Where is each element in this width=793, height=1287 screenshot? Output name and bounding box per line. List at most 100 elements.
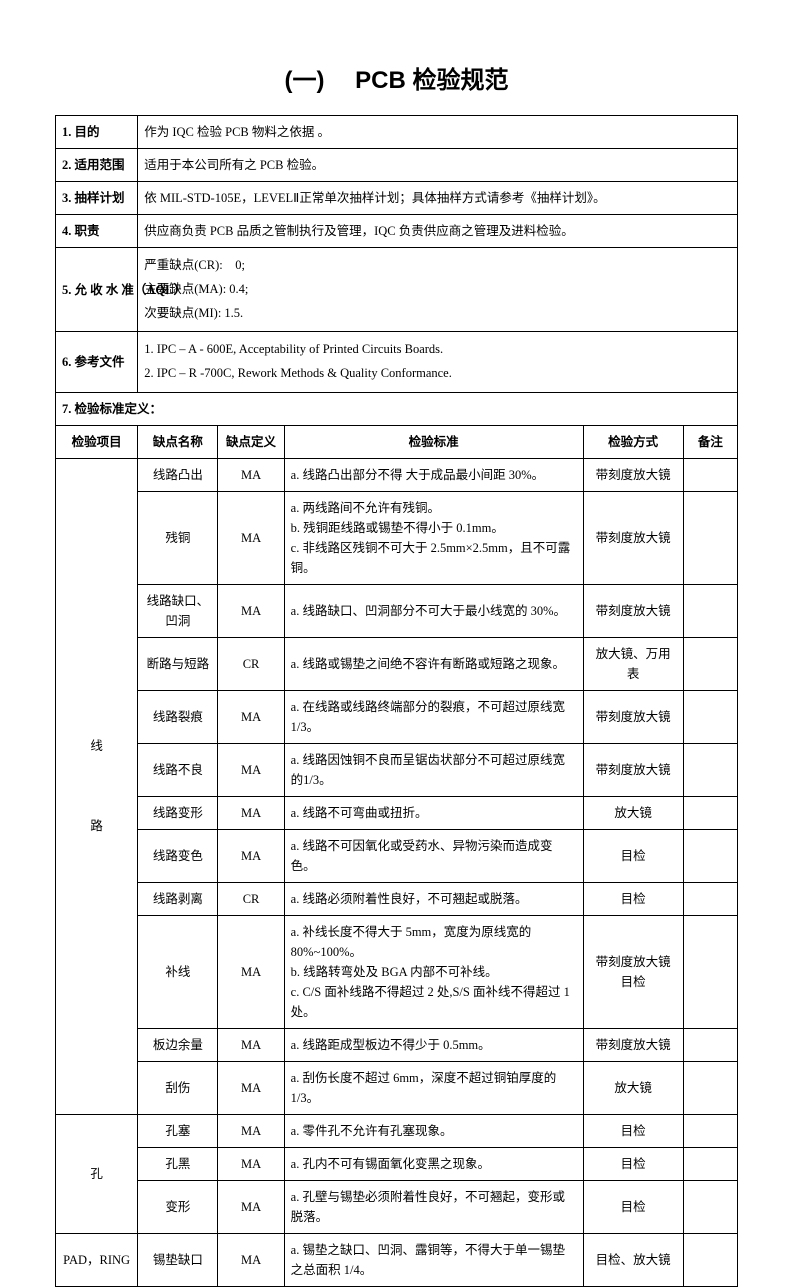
method: 目检 — [583, 1147, 683, 1180]
defect-def: MA — [218, 584, 284, 637]
remark — [683, 829, 737, 882]
remark — [683, 882, 737, 915]
defect-name: 板边余量 — [138, 1028, 218, 1061]
method: 带刻度放大镜 — [583, 458, 683, 491]
method: 放大镜 — [583, 796, 683, 829]
defect-def: MA — [218, 743, 284, 796]
group-item-2: PAD，RING — [56, 1233, 138, 1286]
defect-def: MA — [218, 1180, 284, 1233]
info-content-2: 依 MIL-STD-105E，LEVELⅡ正常单次抽样计划；具体抽样方式请参考《… — [138, 182, 738, 215]
remark — [683, 690, 737, 743]
spec-table: 1. 目的作为 IQC 检验 PCB 物料之依据 。2. 适用范围适用于本公司所… — [55, 115, 738, 1287]
defect-name: 线路缺口、凹洞 — [138, 584, 218, 637]
info-label-0: 1. 目的 — [56, 116, 138, 149]
defect-def: MA — [218, 1028, 284, 1061]
section7-header: 7. 检验标准定义： — [56, 392, 738, 425]
standard: a. 线路凸出部分不得 大于成品最小间距 30%。 — [284, 458, 583, 491]
defect-def: MA — [218, 690, 284, 743]
method: 目检 — [583, 1114, 683, 1147]
method: 目检 — [583, 1180, 683, 1233]
method: 带刻度放大镜 — [583, 491, 683, 584]
page-title: (一) PCB 检验规范 — [55, 60, 738, 95]
col-defect: 缺点名称 — [138, 425, 218, 458]
defect-name: 补线 — [138, 915, 218, 1028]
standard: a. 锡垫之缺口、凹洞、露铜等，不得大于单一锡垫之总面积 1/4。 — [284, 1233, 583, 1286]
ref-label: 6. 参考文件 — [56, 332, 138, 393]
defect-name: 孔黑 — [138, 1147, 218, 1180]
info-content-0: 作为 IQC 检验 PCB 物料之依据 。 — [138, 116, 738, 149]
method: 带刻度放大镜 — [583, 584, 683, 637]
info-label-1: 2. 适用范围 — [56, 149, 138, 182]
standard: a. 线路缺口、凹洞部分不可大于最小线宽的 30%。 — [284, 584, 583, 637]
defect-name: 线路凸出 — [138, 458, 218, 491]
info-content-3: 供应商负责 PCB 品质之管制执行及管理，IQC 负责供应商之管理及进料检验。 — [138, 215, 738, 248]
defect-name: 变形 — [138, 1180, 218, 1233]
col-item: 检验项目 — [56, 425, 138, 458]
col-remark: 备注 — [683, 425, 737, 458]
remark — [683, 743, 737, 796]
remark — [683, 1061, 737, 1114]
remark — [683, 796, 737, 829]
group-item-1: 孔 — [56, 1114, 138, 1233]
standard: a. 刮伤长度不超过 6mm，深度不超过铜铂厚度的 1/3。 — [284, 1061, 583, 1114]
defect-def: CR — [218, 882, 284, 915]
defect-def: MA — [218, 1061, 284, 1114]
defect-def: MA — [218, 829, 284, 882]
col-method: 检验方式 — [583, 425, 683, 458]
col-standard: 检验标准 — [284, 425, 583, 458]
defect-name: 残铜 — [138, 491, 218, 584]
method: 带刻度放大镜 — [583, 690, 683, 743]
remark — [683, 1147, 737, 1180]
method: 放大镜、万用表 — [583, 637, 683, 690]
method: 放大镜 — [583, 1061, 683, 1114]
standard: a. 线路必须附着性良好，不可翘起或脱落。 — [284, 882, 583, 915]
defect-def: MA — [218, 1147, 284, 1180]
standard: a. 孔壁与锡垫必须附着性良好，不可翘起，变形或脱落。 — [284, 1180, 583, 1233]
defect-def: MA — [218, 491, 284, 584]
aql-label: 5. 允 收 水 准（AQL） — [56, 248, 138, 332]
standard: a. 线路不可弯曲或扭折。 — [284, 796, 583, 829]
defect-name: 线路变色 — [138, 829, 218, 882]
defect-name: 刮伤 — [138, 1061, 218, 1114]
standard: a. 线路不可因氧化或受药水、异物污染而造成变色。 — [284, 829, 583, 882]
method: 目检 — [583, 882, 683, 915]
defect-def: MA — [218, 915, 284, 1028]
remark — [683, 1028, 737, 1061]
defect-def: MA — [218, 458, 284, 491]
remark — [683, 1233, 737, 1286]
group-item-0: 线路 — [56, 458, 138, 1114]
method: 目检、放大镜 — [583, 1233, 683, 1286]
defect-def: MA — [218, 1233, 284, 1286]
defect-name: 线路剥离 — [138, 882, 218, 915]
standard: a. 线路距成型板边不得少于 0.5mm。 — [284, 1028, 583, 1061]
standard: a. 两线路间不允许有残铜。b. 残铜距线路或锡垫不得小于 0.1mm。c. 非… — [284, 491, 583, 584]
remark — [683, 584, 737, 637]
method: 带刻度放大镜 — [583, 743, 683, 796]
defect-name: 线路不良 — [138, 743, 218, 796]
standard: a. 孔内不可有锡面氧化变黑之现象。 — [284, 1147, 583, 1180]
defect-def: MA — [218, 1114, 284, 1147]
method: 带刻度放大镜目检 — [583, 915, 683, 1028]
standard: a. 线路或锡垫之间绝不容许有断路或短路之现象。 — [284, 637, 583, 690]
remark — [683, 458, 737, 491]
remark — [683, 1180, 737, 1233]
remark — [683, 1114, 737, 1147]
col-def: 缺点定义 — [218, 425, 284, 458]
defect-def: MA — [218, 796, 284, 829]
standard: a. 补线长度不得大于 5mm，宽度为原线宽的 80%~100%。b. 线路转弯… — [284, 915, 583, 1028]
defect-name: 线路变形 — [138, 796, 218, 829]
info-content-1: 适用于本公司所有之 PCB 检验。 — [138, 149, 738, 182]
standard: a. 在线路或线路终端部分的裂痕，不可超过原线宽 1/3。 — [284, 690, 583, 743]
defect-name: 锡垫缺口 — [138, 1233, 218, 1286]
remark — [683, 491, 737, 584]
aql-content: 严重缺点(CR): 0;主要缺点(MA): 0.4;次要缺点(MI): 1.5. — [138, 248, 738, 332]
remark — [683, 637, 737, 690]
defect-name: 孔塞 — [138, 1114, 218, 1147]
remark — [683, 915, 737, 1028]
info-label-2: 3. 抽样计划 — [56, 182, 138, 215]
method: 目检 — [583, 829, 683, 882]
ref-content: 1. IPC – A - 600E, Acceptability of Prin… — [138, 332, 738, 393]
defect-name: 线路裂痕 — [138, 690, 218, 743]
standard: a. 零件孔不允许有孔塞现象。 — [284, 1114, 583, 1147]
defect-name: 断路与短路 — [138, 637, 218, 690]
